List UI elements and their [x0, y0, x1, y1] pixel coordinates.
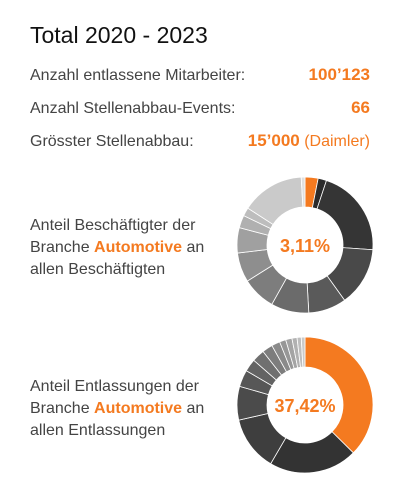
stat-value: 15’000	[247, 131, 300, 150]
stat-value: 66	[351, 98, 370, 117]
stat-label: Grösster Stellenabbau:	[30, 133, 194, 150]
stat-row-events: Anzahl Stellenabbau-Events: 66	[30, 98, 370, 124]
page-title: Total 2020 - 2023	[30, 22, 208, 48]
employees-share-donut-chart: 3,11%	[236, 176, 374, 314]
donut-center-label: 3,11%	[280, 236, 330, 256]
stat-value-group: 15’000 (Daimler)	[248, 131, 370, 151]
donut-center-label: 37,42%	[274, 396, 335, 416]
stat-value: 100’123	[308, 65, 370, 84]
desc-text: an allen Entlassungen	[30, 400, 205, 439]
desc-highlight: Automotive	[94, 400, 183, 417]
stat-row-largest: Grösster Stellenabbau: 15’000 (Daimler)	[30, 131, 370, 157]
stat-row-employees: Anzahl entlassene Mitarbeiter: 100’123	[30, 65, 370, 91]
desc-text: Anteil Beschäftigter der Branche	[30, 217, 196, 256]
share-layoffs-description: Anteil Entlassungen der Branche Automoti…	[30, 376, 230, 442]
highlight-slice	[304, 336, 374, 454]
layoffs-share-donut-chart: 37,42%	[236, 336, 374, 474]
share-employees-description: Anteil Beschäftigter der Branche Automot…	[30, 215, 230, 281]
stat-label: Anzahl Stellenabbau-Events:	[30, 100, 236, 117]
pie-slice	[300, 176, 306, 208]
pie-slice	[300, 336, 306, 368]
desc-text: an allen Beschäftigten	[30, 239, 205, 278]
desc-highlight: Automotive	[94, 239, 183, 256]
desc-text: Anteil Entlassungen der Branche	[30, 378, 199, 417]
stat-note: (Daimler)	[304, 133, 370, 150]
stat-label: Anzahl entlassene Mitarbeiter:	[30, 67, 246, 84]
